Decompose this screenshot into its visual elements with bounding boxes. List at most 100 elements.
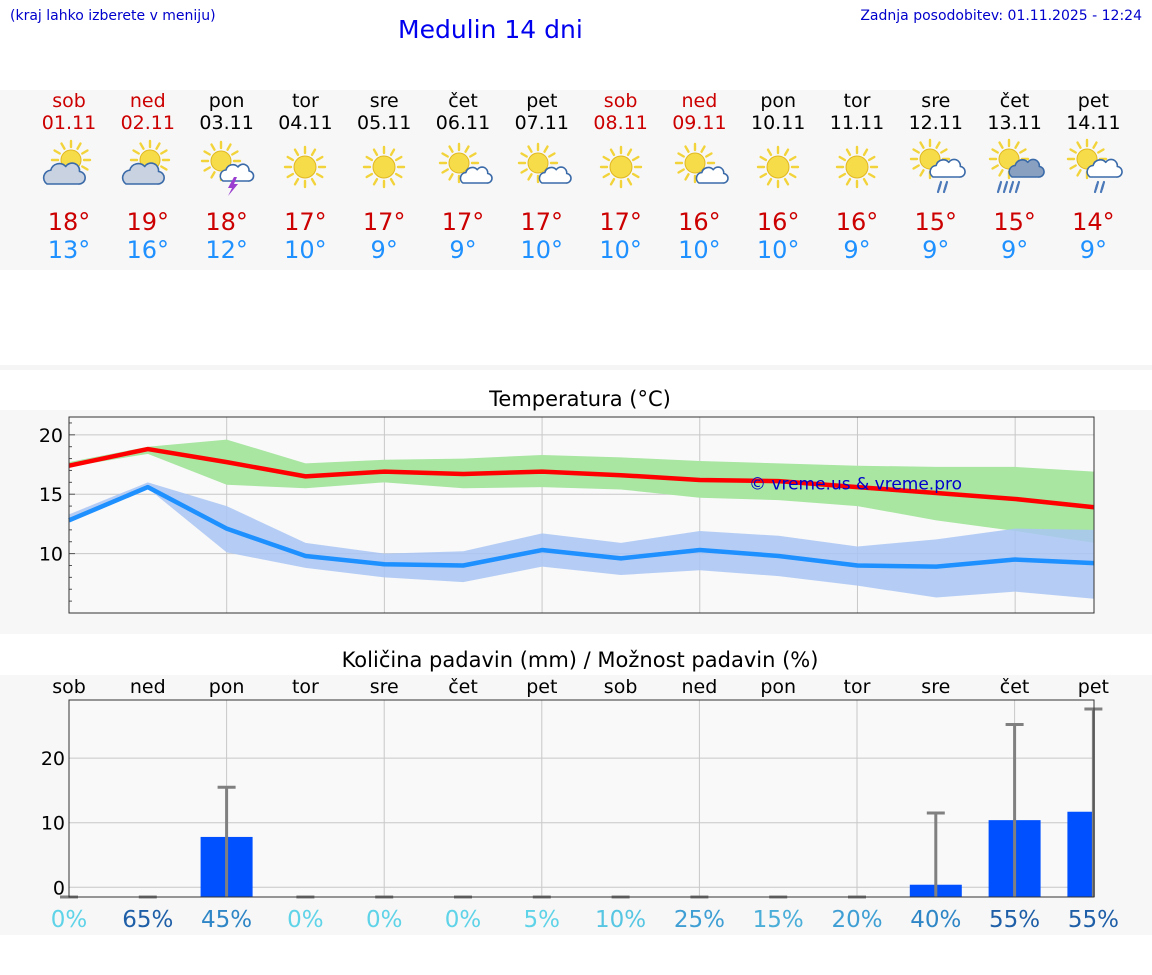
category-label: ned: [130, 676, 166, 698]
sun-ray: [912, 164, 920, 170]
sun-ray: [766, 177, 773, 186]
cloud-shape: [121, 162, 165, 185]
cloud-shape: [696, 166, 730, 184]
category-label: čet: [1000, 676, 1030, 698]
sun-ray: [209, 171, 216, 179]
min-temp: 9°: [1079, 236, 1108, 264]
forecast-day: pet 07.11 17° 10°: [502, 90, 582, 264]
day-date: 04.11: [278, 112, 333, 134]
day-name: pon: [760, 90, 797, 112]
sun-ray: [286, 172, 295, 179]
rain-drop: [1094, 183, 1099, 194]
sun-ray: [209, 143, 216, 151]
gridlines: [69, 700, 1094, 897]
mostly-sunny-icon: [675, 142, 730, 184]
plot-frame: [68, 416, 1095, 614]
day-date: 01.11: [41, 112, 97, 134]
sun-disc: [448, 152, 470, 174]
forecast-day: ned 02.11 19° 16°: [108, 90, 188, 264]
partly-cloudy-icon: [121, 139, 170, 185]
sun-ray: [372, 177, 379, 186]
sun-ray: [1076, 141, 1083, 149]
sun-ray: [60, 142, 66, 150]
category-label: ned: [682, 676, 718, 698]
sun-ray: [294, 148, 300, 157]
sun-rays: [756, 145, 800, 189]
min-temp: 10°: [284, 236, 327, 264]
temperature-chart-title: Temperatura (°C): [489, 387, 671, 411]
sun-ray: [626, 148, 632, 157]
sun-ray: [862, 148, 869, 157]
sun-ray: [365, 155, 374, 162]
sun-rays: [517, 142, 558, 184]
sun-ray: [609, 148, 615, 157]
sun-ray: [766, 148, 773, 157]
min-temp: 10°: [756, 236, 800, 264]
updated-value: 01.11.2025 - 12:24: [1007, 8, 1142, 24]
category-label: pon: [760, 676, 796, 698]
min-temp: 12°: [205, 236, 248, 264]
sunny-icon: [362, 145, 406, 189]
sunny-icon: [756, 145, 800, 189]
sunny-icon: [756, 145, 800, 189]
rain-drop: [1014, 183, 1019, 194]
category-label: pon: [209, 676, 245, 698]
sunny-icon: [284, 145, 327, 189]
sun-ray: [159, 149, 168, 155]
sun-ray: [759, 155, 768, 162]
cloud-shape: [42, 162, 86, 185]
sun-rays: [200, 140, 241, 182]
updated-label: Zadnja posodobitev:: [860, 8, 1004, 24]
min-temp: 9°: [922, 236, 950, 264]
day-date: 07.11: [514, 112, 569, 134]
min-temp: 13°: [47, 236, 91, 264]
sun-ray: [783, 177, 790, 186]
section-divider: [0, 365, 1152, 370]
sun-ray: [155, 142, 161, 150]
day-date: 14.11: [1066, 112, 1121, 134]
min-temp: 10°: [520, 236, 564, 264]
sun-ray: [935, 141, 941, 149]
sun-ray: [939, 148, 948, 154]
sun-rain-icon: [1067, 138, 1124, 194]
precip-probability: 15%: [753, 907, 804, 933]
max-temp: 15°: [914, 208, 958, 236]
forecast-day: tor 11.11 16° 9°: [817, 90, 897, 264]
cloud-shape: [219, 163, 254, 182]
sun-rays: [284, 145, 327, 189]
sun-ray: [294, 177, 300, 186]
max-temp: 16°: [835, 208, 879, 236]
sun-ray: [700, 145, 707, 153]
sun-thunder-icon: [200, 140, 254, 196]
sun-ray: [132, 149, 140, 155]
sun-ray: [389, 148, 396, 157]
sun-ray: [441, 168, 449, 174]
category-label: pet: [526, 676, 557, 698]
sun-ray: [789, 155, 797, 162]
min-temp: 10°: [599, 236, 642, 264]
max-temp: 15°: [993, 208, 1036, 236]
sun-ray: [990, 164, 999, 170]
plot-frame: [68, 699, 1095, 898]
sun-ray: [520, 168, 528, 174]
partly-cloudy-icon: [121, 139, 170, 185]
sun-ray: [520, 152, 528, 158]
sun-ray: [1076, 169, 1083, 177]
sun-ray: [602, 155, 610, 162]
forecast-day: sre 12.11 15° 9°: [896, 90, 976, 264]
sun-ray: [705, 152, 714, 158]
sun-ray: [838, 172, 847, 179]
precip-error-bar: [926, 811, 945, 897]
precip-probability: 10%: [595, 907, 646, 933]
day-date: 02.11: [120, 112, 175, 134]
day-date: 05.11: [356, 112, 412, 134]
sun-ray: [469, 152, 477, 158]
day-name: čet: [999, 90, 1030, 112]
page-title: Medulin 14 dni: [398, 15, 583, 44]
min-temp: 10°: [678, 236, 721, 264]
category-label: sob: [52, 676, 86, 698]
sun-ray: [139, 142, 145, 150]
mostly-sunny-icon: [517, 142, 572, 184]
location-hint: (kraj lahko izberete v meniju): [10, 8, 216, 24]
sun-ray: [202, 166, 211, 172]
